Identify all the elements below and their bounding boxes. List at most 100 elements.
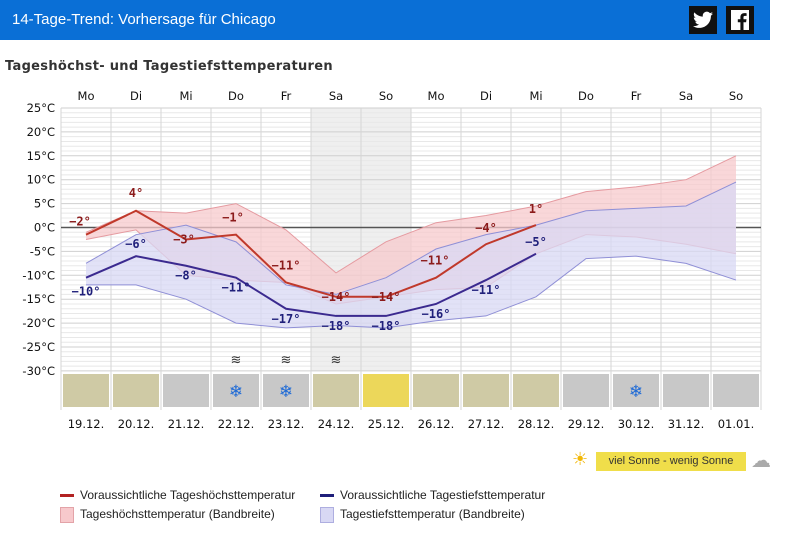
low-temp-label: −18° bbox=[372, 319, 401, 333]
sunshine-box bbox=[163, 374, 209, 407]
y-tick-label: 15°C bbox=[27, 149, 55, 163]
date-label: 30.12. bbox=[618, 417, 655, 431]
weekday-label: Fr bbox=[281, 89, 292, 103]
sunshine-box bbox=[513, 374, 559, 407]
weekday-label: Mi bbox=[179, 89, 192, 103]
date-label: 24.12. bbox=[318, 417, 355, 431]
sunshine-box bbox=[413, 374, 459, 407]
legend-low-line-swatch bbox=[320, 494, 334, 498]
weekday-label: Di bbox=[480, 89, 492, 103]
snow-icon: ❄ bbox=[279, 382, 293, 402]
high-temp-label: −2° bbox=[69, 215, 91, 229]
y-tick-label: 25°C bbox=[27, 101, 55, 115]
low-temp-label: −16° bbox=[422, 307, 451, 321]
date-label: 28.12. bbox=[518, 417, 555, 431]
sunshine-legend: viel Sonne - wenig Sonne bbox=[596, 452, 746, 471]
date-label: 26.12. bbox=[418, 417, 455, 431]
facebook-share-button[interactable] bbox=[726, 6, 754, 34]
legend-low-band-label: Tagestiefsttemperatur (Bandbreite) bbox=[340, 507, 525, 522]
date-label: 19.12. bbox=[68, 417, 105, 431]
high-temp-label: −4° bbox=[475, 221, 497, 235]
high-temp-label: −14° bbox=[322, 290, 351, 304]
facebook-icon bbox=[731, 10, 749, 30]
low-temp-label: −11° bbox=[472, 283, 501, 297]
sunshine-box bbox=[213, 374, 259, 407]
weekday-label: Sa bbox=[679, 89, 693, 103]
weekday-label: Sa bbox=[329, 89, 343, 103]
weekday-label: So bbox=[729, 89, 743, 103]
high-temp-label: −11° bbox=[421, 254, 450, 268]
twitter-share-button[interactable] bbox=[689, 6, 717, 34]
sunshine-box bbox=[663, 374, 709, 407]
snow-shower-icon: ❄ bbox=[629, 382, 643, 402]
weekday-label: Mo bbox=[428, 89, 445, 103]
date-label: 23.12. bbox=[268, 417, 305, 431]
high-temperature-line bbox=[85, 209, 537, 298]
high-temp-label: 4° bbox=[129, 186, 143, 200]
high-temp-label: −14° bbox=[372, 290, 401, 304]
snow-icon: ❄ bbox=[229, 382, 243, 402]
low-temperature-line bbox=[85, 252, 537, 317]
date-label: 20.12. bbox=[118, 417, 155, 431]
date-label: 21.12. bbox=[168, 417, 205, 431]
low-temp-label: −18° bbox=[322, 319, 351, 333]
legend-low-line-label: Voraussichtliche Tagestiefsttemperatur bbox=[340, 488, 546, 502]
sunshine-box bbox=[313, 374, 359, 407]
y-tick-label: 0°C bbox=[34, 221, 55, 235]
header-bar: 14-Tage-Trend: Vorhersage für Chicago bbox=[0, 0, 770, 40]
weekday-label: Do bbox=[228, 89, 244, 103]
legend-low-line: Voraussichtliche Tagestiefsttemperatur bbox=[320, 488, 545, 502]
sun-icon: ☀ bbox=[572, 449, 589, 470]
weekday-label: Di bbox=[130, 89, 142, 103]
sunshine-box bbox=[713, 374, 759, 407]
date-label: 31.12. bbox=[668, 417, 705, 431]
cloud-icon: ☁ bbox=[751, 448, 771, 472]
y-tick-label: -20°C bbox=[22, 316, 55, 330]
legend-high-band-swatch bbox=[60, 507, 74, 523]
low-temp-label: −11° bbox=[222, 281, 251, 295]
date-label: 01.01. bbox=[718, 417, 755, 431]
legend-high-band-label: Tageshöchsttemperatur (Bandbreite) bbox=[80, 507, 275, 522]
sunshine-box bbox=[63, 374, 109, 407]
low-temp-label: −5° bbox=[525, 235, 547, 249]
low-temp-label: −10° bbox=[72, 285, 101, 299]
date-label: 25.12. bbox=[368, 417, 405, 431]
high-temp-label: −3° bbox=[173, 232, 195, 246]
weekday-label: Mo bbox=[78, 89, 95, 103]
legend-low-band: Tagestiefsttemperatur (Bandbreite) bbox=[320, 507, 525, 523]
y-tick-label: -15°C bbox=[22, 292, 55, 306]
weekday-label: So bbox=[379, 89, 393, 103]
low-temperature-band-lower-edge bbox=[86, 255, 737, 329]
date-label: 22.12. bbox=[218, 417, 255, 431]
high-temperature-band-upper-edge bbox=[85, 155, 737, 274]
sunshine-box bbox=[113, 374, 159, 407]
wind-icon: ≋ bbox=[331, 353, 342, 368]
high-temp-label: 1° bbox=[529, 202, 543, 216]
legend-high-line: Voraussichtliche Tageshöchsttemperatur bbox=[60, 488, 295, 502]
date-label: 27.12. bbox=[468, 417, 505, 431]
weekday-label: Do bbox=[578, 89, 594, 103]
high-temp-label: −1° bbox=[222, 211, 244, 225]
y-tick-label: -30°C bbox=[22, 364, 55, 378]
weekend-shade bbox=[311, 108, 361, 371]
sunshine-box bbox=[563, 374, 609, 407]
sunshine-box bbox=[463, 374, 509, 407]
low-temperature-band-upper-edge bbox=[85, 181, 737, 295]
wind-icon: ≋ bbox=[281, 353, 292, 368]
legend-high-line-label: Voraussichtliche Tageshöchsttemperatur bbox=[80, 488, 296, 502]
page-title: 14-Tage-Trend: Vorhersage für Chicago bbox=[12, 11, 276, 28]
weekday-label: Mi bbox=[529, 89, 542, 103]
low-temp-label: −6° bbox=[125, 237, 147, 251]
y-tick-label: 10°C bbox=[27, 173, 55, 187]
y-tick-label: 20°C bbox=[27, 125, 55, 139]
sunshine-box bbox=[613, 374, 659, 407]
legend-high-band: Tageshöchsttemperatur (Bandbreite) bbox=[60, 507, 275, 523]
legend-high-line-swatch bbox=[60, 494, 74, 498]
high-temp-label: −11° bbox=[272, 258, 301, 272]
sunshine-box bbox=[363, 374, 409, 407]
y-tick-label: 5°C bbox=[34, 197, 55, 211]
twitter-icon bbox=[693, 11, 713, 28]
low-temp-label: −17° bbox=[272, 312, 301, 326]
y-tick-label: -25°C bbox=[22, 340, 55, 354]
